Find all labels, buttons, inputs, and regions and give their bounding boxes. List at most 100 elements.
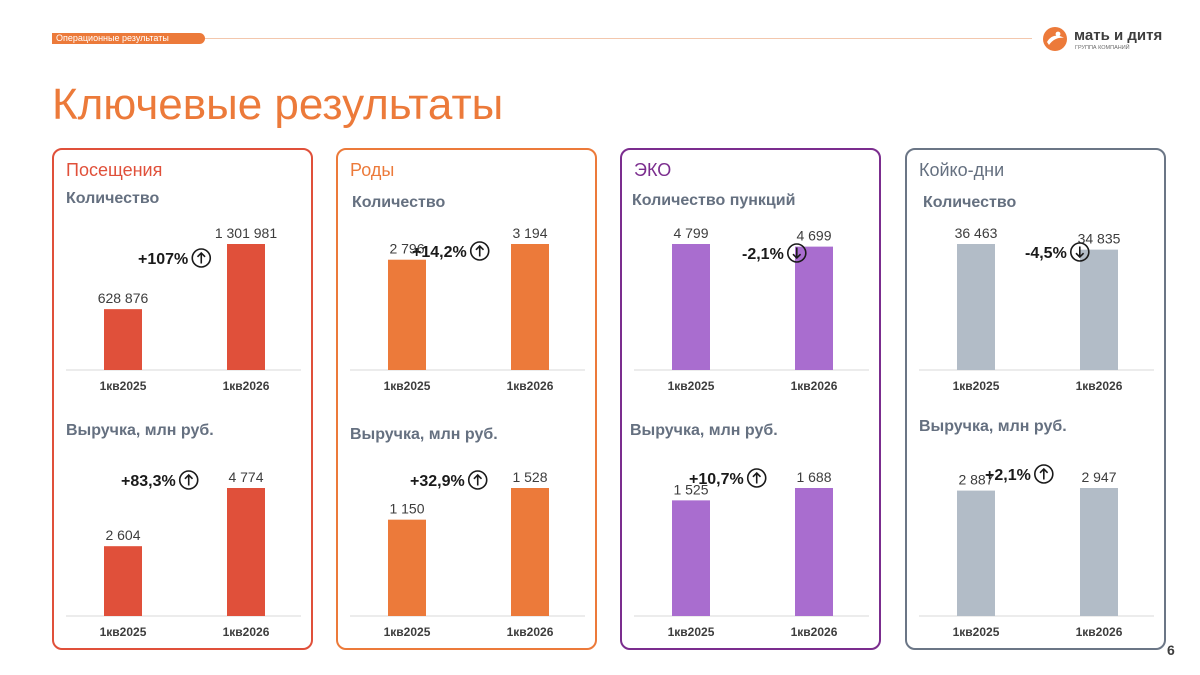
subtitle-top: Количество — [923, 194, 1017, 211]
data-label: 628 876 — [98, 290, 149, 306]
arrow-shape — [1039, 467, 1049, 480]
logo-icon — [1043, 27, 1067, 51]
data-label: 4 774 — [228, 469, 263, 485]
section-tag: Операционные результаты — [52, 33, 205, 44]
bar-1кв2026 — [227, 244, 265, 370]
arrow-up-icon — [178, 470, 199, 490]
tick-label: 1кв2026 — [791, 379, 838, 393]
tick-label: 1кв2026 — [507, 625, 554, 639]
card-title: ЭКО — [634, 160, 672, 180]
bar-1кв2025 — [104, 546, 142, 616]
tick-label: 1кв2025 — [668, 625, 715, 639]
arrow-shape — [473, 473, 483, 486]
card-ivf: ЭКО Количество пункций Выручка, млн руб.… — [620, 148, 881, 650]
data-label: 1 525 — [673, 481, 708, 497]
change-label: -2,1% — [742, 246, 784, 263]
subtitle-bottom: Выручка, млн руб. — [350, 426, 498, 443]
arrow-circle — [1034, 464, 1054, 484]
change-label: +14,2% — [412, 244, 467, 261]
data-label: 2 604 — [105, 527, 140, 543]
arrow-down-icon — [786, 243, 807, 263]
data-label: 1 528 — [512, 469, 547, 485]
arrow-shape — [184, 473, 194, 486]
arrow-shape — [752, 471, 762, 484]
tick-label: 1кв2025 — [384, 379, 431, 393]
change-label: +2,1% — [985, 467, 1031, 484]
arrow-circle — [178, 470, 199, 490]
arrow-up-icon — [746, 468, 767, 488]
bar-1кв2026 — [511, 244, 549, 370]
logo-name: мать и дитя — [1074, 27, 1163, 44]
arrow-shape — [196, 251, 206, 264]
chart-ivf-count: 4 799 1кв2025 4 699 1кв2026 -2,1% 1 525 1кв202… — [634, 225, 869, 639]
chart-visits-count: 628 876 1кв2025 1 301 981 1кв2026 +107% 2 604… — [66, 225, 301, 639]
arrow-shape — [792, 247, 802, 260]
header-divider — [52, 38, 1032, 39]
data-label: 2 947 — [1081, 469, 1116, 485]
bar-1кв2025 — [104, 309, 142, 370]
data-label: 1 150 — [389, 501, 424, 517]
arrow-circle — [467, 470, 488, 490]
data-label: 2 796 — [389, 241, 424, 257]
bar-1кв2026 — [227, 488, 265, 616]
tick-label: 1кв2025 — [953, 379, 1000, 393]
subtitle-top: Количество — [66, 190, 160, 207]
arrow-circle — [786, 243, 807, 263]
arrow-shape — [475, 244, 485, 257]
change-label: +32,9% — [410, 473, 465, 490]
change-label: +10,7% — [689, 471, 744, 488]
arrow-up-icon — [1034, 464, 1054, 484]
bar-1кв2025 — [388, 259, 426, 370]
page-title: Ключевые результаты — [52, 80, 504, 129]
bar-1кв2025 — [957, 244, 995, 370]
arrow-circle — [1069, 242, 1090, 262]
tick-label: 1кв2025 — [100, 625, 147, 639]
data-label: 36 463 — [955, 225, 998, 241]
chart-births-count: 2 796 1кв2025 3 194 1кв2026 +14,2% 1 150 1кв20… — [350, 225, 585, 639]
arrow-circle — [469, 241, 490, 261]
page-number: 6 — [1167, 642, 1175, 658]
card-bed-days: Койко-дни Количество Выручка, млн руб. 3… — [905, 148, 1166, 650]
tick-label: 1кв2026 — [223, 625, 270, 639]
data-label: 1 688 — [796, 469, 831, 485]
data-label: 4 699 — [796, 228, 831, 244]
subtitle-top: Количество пункций — [632, 192, 796, 209]
company-logo: мать и дитя ГРУППА КОМПАНИЙ — [1042, 26, 1172, 56]
data-label: 1 301 981 — [215, 225, 277, 241]
card-title: Роды — [350, 160, 395, 180]
arrow-up-icon — [467, 470, 488, 490]
tick-label: 1кв2025 — [100, 379, 147, 393]
bar-1кв2025 — [672, 244, 710, 370]
data-label: 4 799 — [673, 225, 708, 241]
arrow-circle — [746, 468, 767, 488]
data-label: 2 887 — [958, 472, 993, 488]
change-label: -4,5% — [1025, 245, 1067, 262]
bar-1кв2026 — [1080, 488, 1118, 616]
card-title: Койко-дни — [919, 160, 1005, 180]
tick-label: 1кв2026 — [507, 379, 554, 393]
tick-label: 1кв2025 — [384, 625, 431, 639]
tick-label: 1кв2026 — [223, 379, 270, 393]
card-visits: Посещения Количество Выручка, млн руб. 6… — [52, 148, 313, 650]
change-label: +83,3% — [121, 473, 176, 490]
subtitle-bottom: Выручка, млн руб. — [630, 422, 778, 439]
data-label: 3 194 — [512, 225, 547, 241]
tick-label: 1кв2026 — [1076, 379, 1123, 393]
tick-label: 1кв2026 — [791, 625, 838, 639]
chart-bed-days-count: 36 463 1кв2025 34 835 1кв2026 -4,5% 2 887 1кв2… — [919, 225, 1154, 639]
card-title: Посещения — [66, 160, 163, 180]
tick-label: 1кв2026 — [1076, 625, 1123, 639]
subtitle-bottom: Выручка, млн руб. — [66, 422, 214, 439]
subtitle-top: Количество — [352, 194, 446, 211]
bar-1кв2026 — [1080, 249, 1118, 370]
arrow-up-icon — [469, 241, 490, 261]
bar-1кв2025 — [388, 519, 426, 616]
change-label: +107% — [138, 251, 188, 268]
logo-subtitle: ГРУППА КОМПАНИЙ — [1075, 45, 1130, 51]
arrow-circle — [191, 248, 212, 268]
bar-1кв2026 — [795, 488, 833, 616]
arrow-up-icon — [191, 248, 212, 268]
bar-1кв2026 — [795, 246, 833, 370]
arrow-shape — [1075, 246, 1085, 259]
subtitle-bottom: Выручка, млн руб. — [919, 418, 1067, 435]
